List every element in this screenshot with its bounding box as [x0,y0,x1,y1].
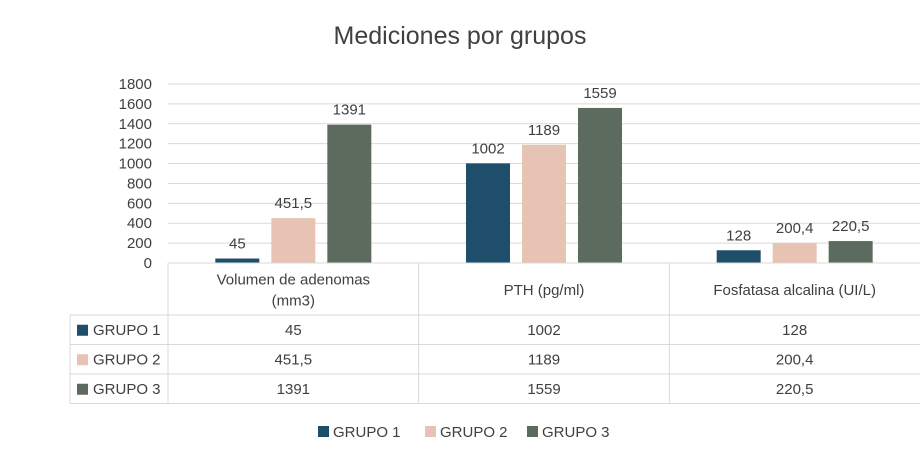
x-tick-label: Volumen de adenomas [217,272,370,289]
bar [828,241,873,263]
table-legend-key [77,383,88,395]
data-label: 200,4 [776,220,814,237]
data-label: 45 [229,236,246,253]
data-label: 128 [726,227,751,244]
legend-label: GRUPO 1 [333,424,401,441]
y-tick-label: 800 [127,175,152,192]
bar [716,250,761,263]
legend: GRUPO 1 GRUPO 2 GRUPO 3 [318,424,610,441]
y-tick-label: 1800 [119,76,152,93]
data-label: 451,5 [275,195,313,212]
table-legend-key [77,324,88,336]
x-tick-label: PTH (pg/ml) [504,282,585,299]
table-cell: 451,5 [275,351,313,368]
y-tick-label: 600 [127,195,152,212]
data-table: Volumen de adenomas (mm3) PTH (pg/ml) Fosfa… [69,262,920,404]
legend-label: GRUPO 3 [542,424,610,441]
legend-swatch [425,426,436,437]
table-cell: 1391 [277,381,310,398]
x-tick-label: (mm3) [272,293,315,310]
table-cell: 1559 [527,381,560,398]
table-cell: 128 [782,322,807,339]
bar [578,107,622,263]
bar [327,124,372,263]
x-tick-label: Fosfatasa alcalina (UI/L) [713,282,876,299]
y-tick-label: 0 [144,255,152,272]
bar [522,144,566,263]
data-label: 1559 [583,85,616,102]
legend-swatch [527,426,538,437]
data-label: 220,5 [832,218,870,235]
bar [271,218,316,263]
y-tick-label: 1400 [119,116,152,133]
y-tick-label: 200 [127,235,152,252]
table-cell: 1002 [527,322,560,339]
table-series-name: GRUPO 1 [93,322,161,339]
table-cell: 45 [285,322,302,339]
data-labels: 45 1002 128 451,5 1189 200,4 1391 1559 220,5 [229,85,869,253]
table-series-name: GRUPO 3 [93,381,161,398]
y-tick-label: 1600 [119,96,152,113]
bar [772,243,817,263]
y-tick-label: 1000 [119,156,152,173]
legend-swatch [318,426,329,437]
y-tick-label: 400 [127,215,152,232]
y-tick-label: 1200 [119,136,152,153]
data-label: 1189 [528,122,560,139]
bar [466,163,510,263]
table-cell: 220,5 [776,381,814,398]
table-cell: 1189 [528,351,560,368]
bar [215,258,260,263]
legend-label: GRUPO 2 [440,424,508,441]
data-label: 1391 [333,102,366,119]
y-axis: 0 200 400 600 800 1000 1200 1400 1600 1800 [119,76,152,272]
table-cell: 200,4 [776,351,814,368]
chart-title: Mediciones por grupos [334,22,587,50]
bars [215,107,873,263]
table-legend-key [77,354,88,366]
table-series-name: GRUPO 2 [93,351,161,368]
data-label: 1002 [471,140,504,157]
